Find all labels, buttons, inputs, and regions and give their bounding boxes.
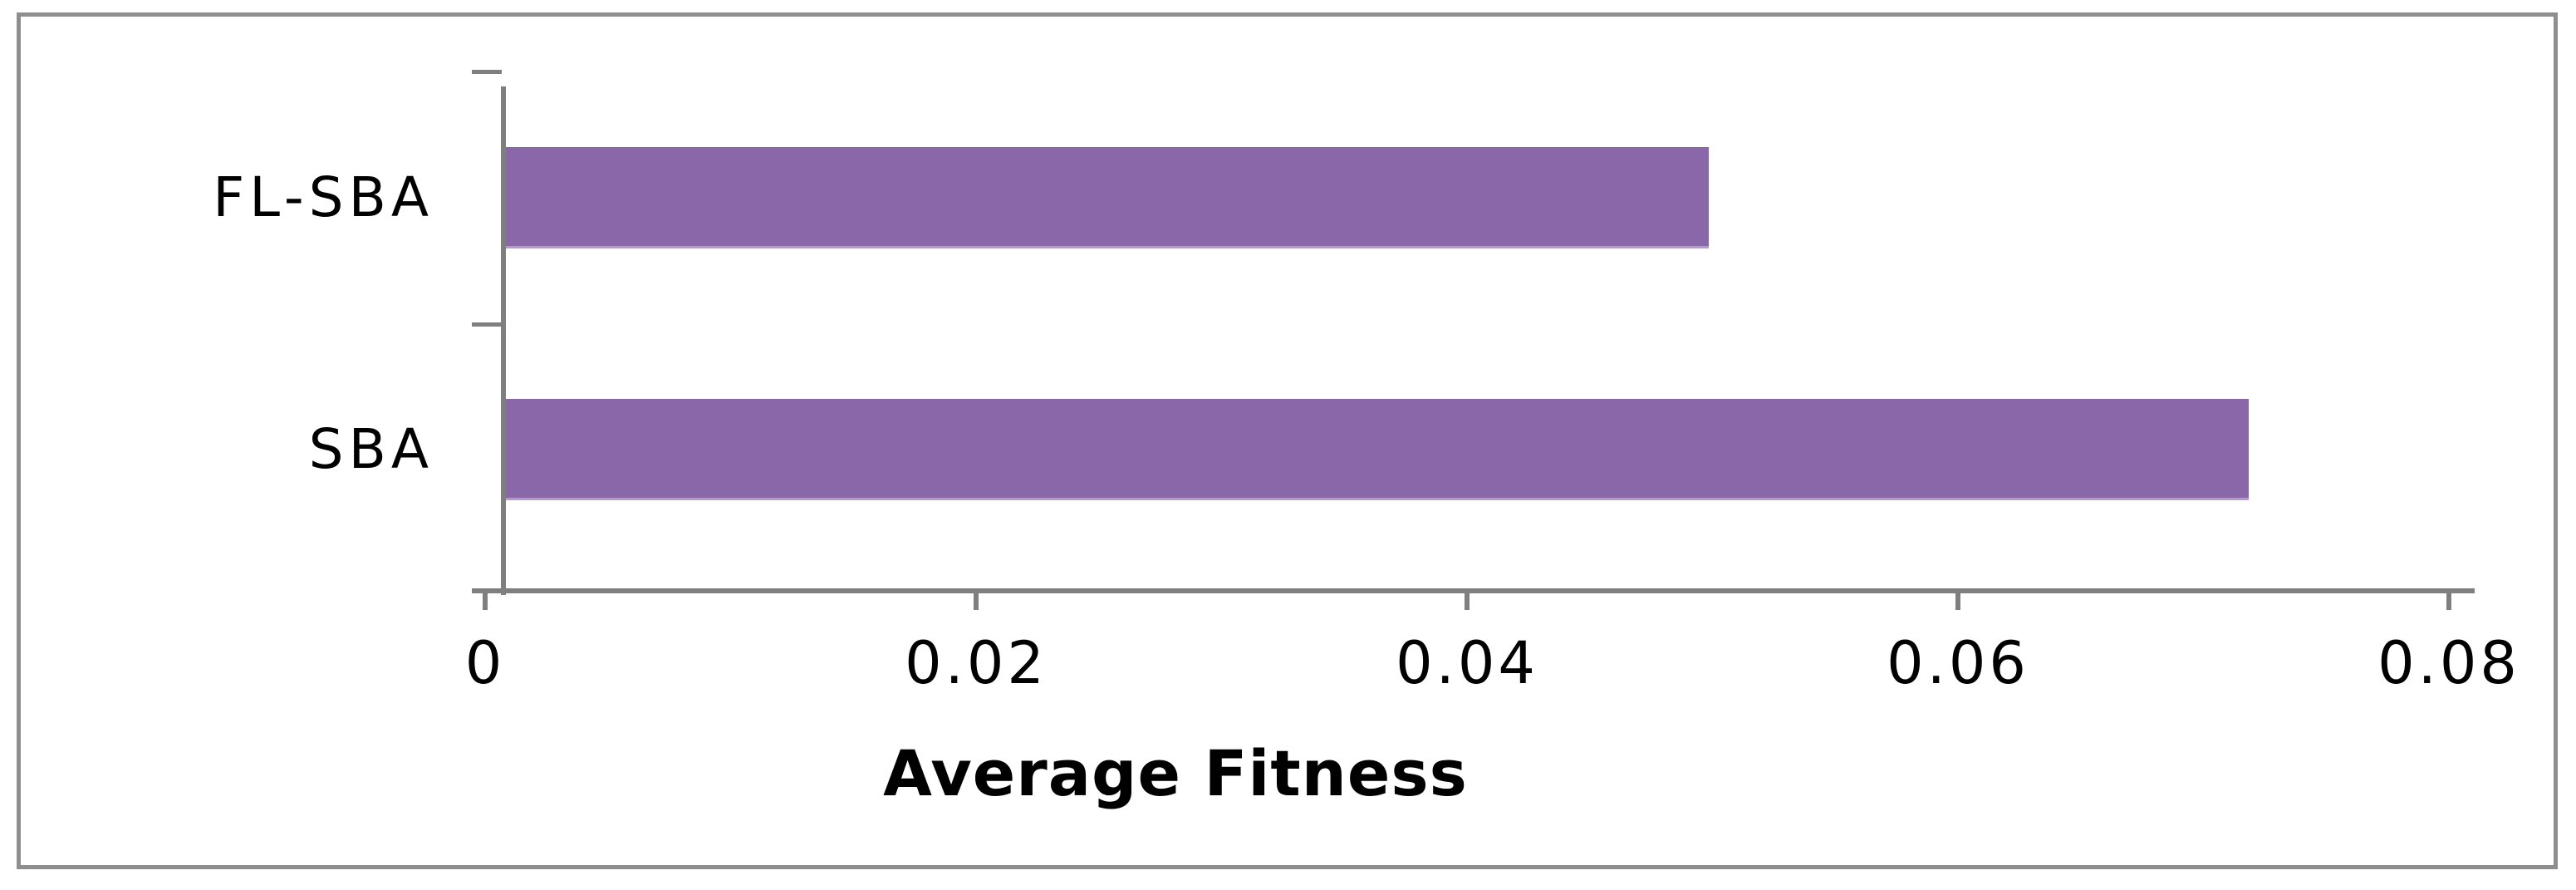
category-tick	[472, 70, 502, 74]
x-axis-tick	[483, 593, 488, 610]
x-tick-label: 0.06	[1887, 629, 2029, 697]
chart-border: FL-SBA SBA 0 0.02 0.04 0.06 0.08 Average Fitn…	[17, 12, 2558, 869]
category-label-fl-sba: FL-SBA	[213, 165, 434, 229]
x-axis-tick	[1955, 593, 1960, 610]
x-tick-label: 0.08	[2377, 629, 2520, 697]
x-tick-label: 0.02	[905, 629, 1048, 697]
category-tick	[472, 322, 502, 327]
x-axis-line	[472, 588, 2475, 593]
x-axis-tick	[1465, 593, 1470, 610]
x-axis-tick	[974, 593, 979, 610]
bar-fl-sba	[506, 147, 1709, 248]
x-tick-label: 0	[464, 629, 506, 697]
y-axis-line	[501, 86, 506, 595]
bar-sba	[506, 398, 2249, 500]
x-tick-label: 0.04	[1396, 629, 1538, 697]
x-axis-tick	[2446, 593, 2451, 610]
category-label-sba: SBA	[308, 416, 434, 481]
x-axis-title: Average Fitness	[883, 736, 1468, 810]
